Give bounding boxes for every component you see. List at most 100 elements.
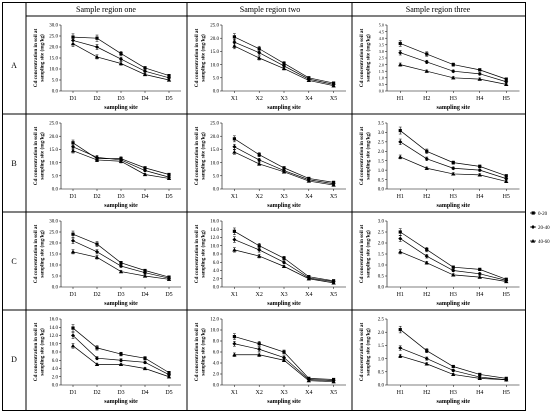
x-tick-label: H5 <box>503 96 510 102</box>
data-point <box>257 47 261 51</box>
legend-marker-40-60 <box>530 239 536 243</box>
data-point <box>398 353 403 358</box>
data-point <box>94 255 100 259</box>
series-40-60 <box>398 62 509 86</box>
panel-a-sample-region-two: 0.0 5.0 10.0 15.0 20.0 25.0 X1 X2 X3 X4 X5 sampling… <box>194 24 346 111</box>
y-tick-label: 5.0 <box>213 175 220 180</box>
y-tick-label: 3.0 <box>378 131 385 136</box>
y-tick-label: 5.0 <box>52 79 59 84</box>
data-point <box>451 75 456 80</box>
data-point <box>398 346 403 351</box>
data-point <box>282 63 286 68</box>
series-0-20 <box>71 33 171 78</box>
data-point <box>257 244 261 248</box>
series-40-60 <box>398 353 509 382</box>
y-tick-label: 0.0 <box>378 286 385 291</box>
data-point <box>398 327 402 332</box>
data-point <box>257 153 261 157</box>
y-axis-title-line: Cd concentration in soil at <box>359 322 365 381</box>
y-tick-label: 3.0 <box>378 220 385 225</box>
data-point <box>119 57 123 62</box>
y-tick-label: 14.0 <box>210 228 219 233</box>
y-tick-label: 0.5 <box>378 178 385 183</box>
data-point <box>119 264 123 269</box>
data-point <box>71 38 75 43</box>
data-point <box>257 56 262 60</box>
data-point <box>477 77 482 81</box>
data-point <box>398 50 403 55</box>
data-point <box>306 276 311 281</box>
data-point <box>451 265 455 269</box>
series-40-60 <box>398 154 509 184</box>
data-point <box>257 352 262 357</box>
x-tick-label: D2 <box>93 194 100 200</box>
panels: 0.0 5.0 10.0 15.0 20.0 25.0 30.0 D1 D2 D3 D4 D5 samp… <box>33 23 520 405</box>
x-tick-label: H2 <box>423 194 430 200</box>
series-20-40 <box>232 38 336 87</box>
y-tick-label: 10.0 <box>49 161 58 166</box>
x-tick-label: X1 <box>231 292 238 298</box>
y-axis-title: Cd concentration in soil atsampling site… <box>194 126 207 185</box>
series-20-40 <box>232 143 336 186</box>
y-tick-label: 12.0 <box>210 236 219 241</box>
y-tick-label: 12.0 <box>210 318 219 323</box>
y-tick-label: 2.5 <box>379 56 384 61</box>
row-label-c: C <box>11 257 16 266</box>
y-tick-label: 3.5 <box>379 43 384 48</box>
y-tick-label: 3.5 <box>378 122 385 127</box>
data-point <box>166 277 172 281</box>
x-axis-title: sampling site <box>436 203 470 209</box>
x-tick-label: H4 <box>476 194 483 200</box>
data-point <box>142 366 148 371</box>
x-tick-label: X2 <box>256 292 263 298</box>
y-tick-label: 2.0 <box>378 242 385 247</box>
y-axis-title-line: sampling site (mg/kg) <box>39 132 46 180</box>
y-tick-label: 2.0 <box>378 150 385 155</box>
y-tick-label: 1.0 <box>378 264 385 269</box>
data-point <box>143 69 147 74</box>
y-tick-label: 1.5 <box>378 253 385 258</box>
data-point <box>478 372 482 377</box>
column-header-region-three: Sample region three <box>406 5 471 14</box>
y-tick-label: 2.5 <box>378 141 385 146</box>
data-point <box>167 371 171 375</box>
x-tick-label: D2 <box>93 96 100 102</box>
series-line <box>234 146 334 185</box>
data-point <box>331 183 336 187</box>
data-point <box>71 333 75 338</box>
y-axis-title-line: sampling site (mg/kg) <box>365 132 372 180</box>
data-point <box>478 267 482 271</box>
data-point <box>257 347 262 352</box>
x-tick-label: H4 <box>476 292 483 298</box>
panel-d-sample-region-two: 0.0 2.0 4.0 6.0 8.0 10.0 12.0 X1 X2 X3 X4 X5 samplin… <box>194 318 346 405</box>
x-axis-title: sampling site <box>104 105 138 111</box>
x-tick-label: D1 <box>69 194 76 200</box>
x-tick-label: D4 <box>141 292 148 298</box>
y-tick-label: 10.0 <box>210 63 219 68</box>
y-tick-label: 3.0 <box>379 49 384 54</box>
series-40-60 <box>232 247 336 285</box>
data-point <box>281 358 287 362</box>
data-point <box>425 248 429 252</box>
series-line <box>72 36 170 76</box>
x-tick-label: X2 <box>256 194 263 200</box>
data-point <box>504 279 509 284</box>
data-point <box>143 166 147 170</box>
y-tick-label: 4.0 <box>213 269 220 274</box>
x-tick-label: H1 <box>397 390 404 396</box>
y-tick-label: 2.5 <box>378 318 385 323</box>
data-point <box>424 166 429 170</box>
data-point <box>398 41 402 46</box>
x-axis-title: sampling site <box>267 203 301 209</box>
data-point <box>282 166 286 170</box>
x-tick-label: X3 <box>280 292 287 298</box>
x-tick-label: H2 <box>423 292 430 298</box>
data-point <box>166 374 172 379</box>
panel-b-sample-region-one: 0.0 5.0 10.0 15.0 20.0 25.0 D1 D2 D3 D4 D5 sampling… <box>33 122 181 209</box>
y-tick-label: 0.5 <box>378 371 385 376</box>
y-tick-label: 0.0 <box>52 188 59 193</box>
y-tick-label: 30.0 <box>49 220 58 225</box>
y-tick-label: 2.0 <box>378 331 385 336</box>
x-tick-label: D4 <box>141 390 148 396</box>
